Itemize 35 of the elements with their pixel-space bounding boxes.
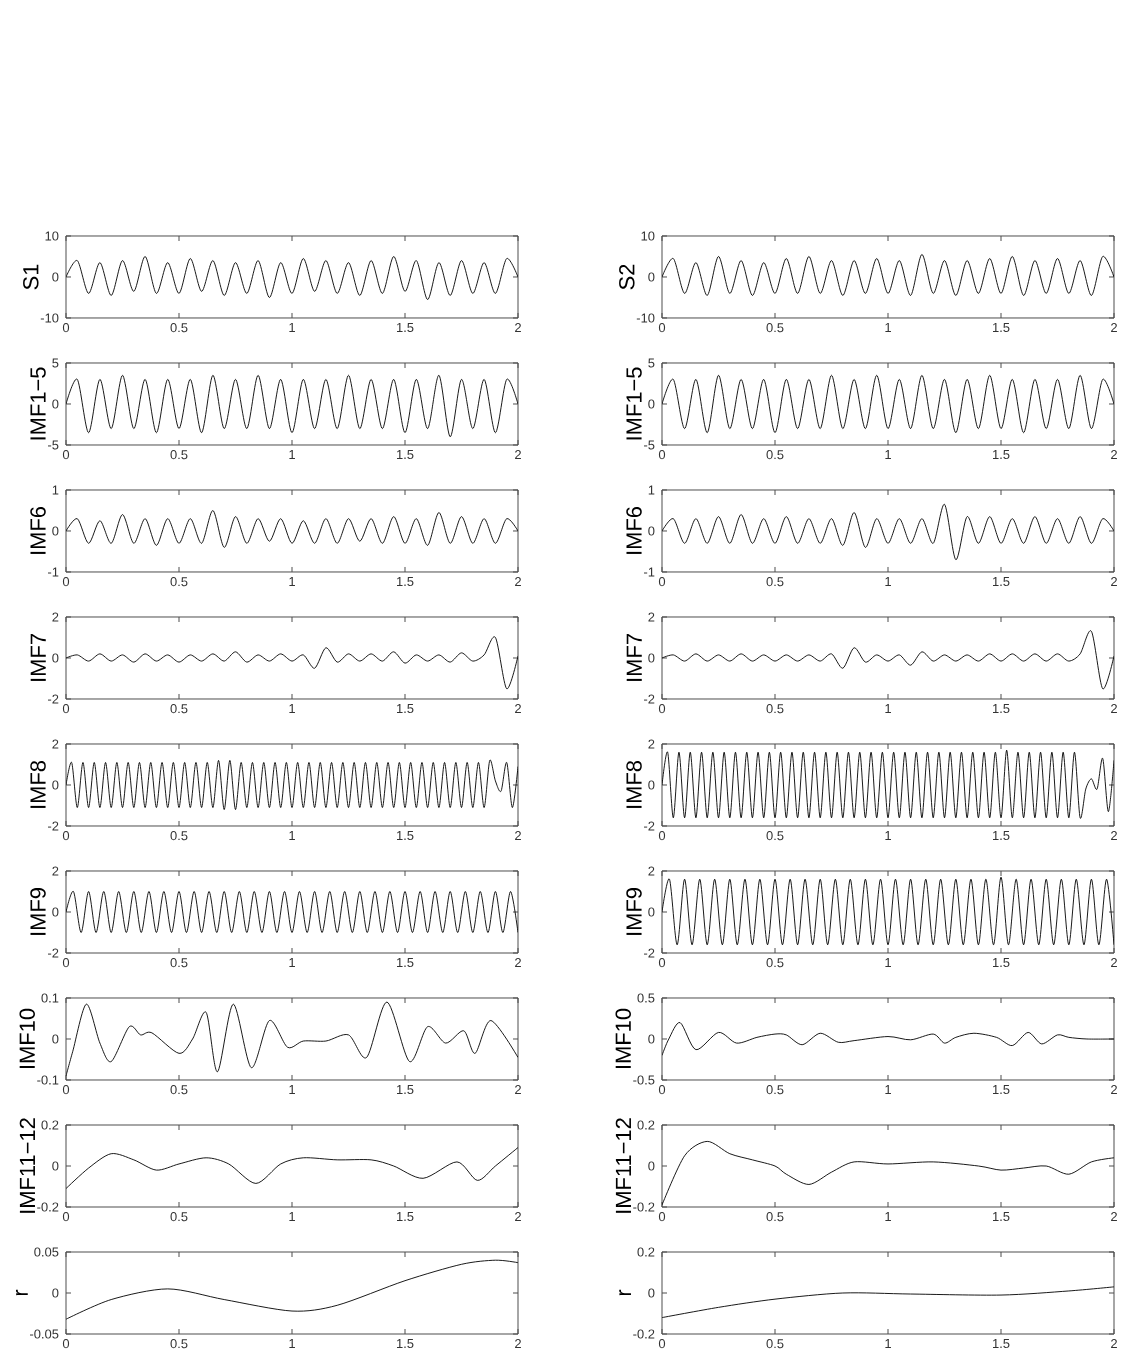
line-series — [662, 253, 1115, 296]
y-axis-title: IMF8 — [30, 760, 46, 808]
y-axis-title: IMF1−5 — [626, 367, 642, 440]
line-series — [662, 1022, 1115, 1056]
line-series — [66, 510, 519, 548]
line-series — [66, 1001, 518, 1077]
y-axis-title: r — [15, 1289, 28, 1296]
y-axis-title: IMF11−12 — [615, 1118, 631, 1213]
y-axis-title: IMF6 — [626, 506, 642, 554]
y-axis-title: IMF6 — [30, 506, 46, 554]
y-axis-title: IMF9 — [30, 888, 46, 935]
y-axis-title: IMF1−5 — [30, 367, 46, 440]
line-series — [662, 374, 1115, 434]
y-axis-title: IMF10 — [615, 1008, 631, 1069]
line-series — [662, 1140, 1115, 1206]
y-axis-title: IMF11−12 — [19, 1118, 35, 1213]
line-series — [66, 1147, 518, 1189]
line-series — [662, 749, 1115, 819]
y-axis-title: IMF7 — [626, 634, 642, 681]
line-series — [66, 374, 518, 438]
line-series — [662, 503, 1115, 561]
line-series — [662, 876, 1115, 946]
y-axis-title: S1 — [23, 264, 39, 290]
y-axis-title: r — [619, 1289, 631, 1296]
y-axis-title: S2 — [619, 264, 635, 290]
line-series — [662, 1286, 1115, 1319]
line-series — [66, 759, 519, 811]
line-series — [66, 1259, 519, 1320]
line-series — [66, 637, 518, 690]
line-series — [662, 630, 1115, 690]
y-axis-title: IMF8 — [626, 760, 642, 808]
y-axis-title: IMF10 — [19, 1008, 35, 1069]
y-axis-title: IMF7 — [30, 634, 46, 681]
line-series — [66, 256, 518, 300]
y-axis-title: IMF9 — [626, 888, 642, 935]
